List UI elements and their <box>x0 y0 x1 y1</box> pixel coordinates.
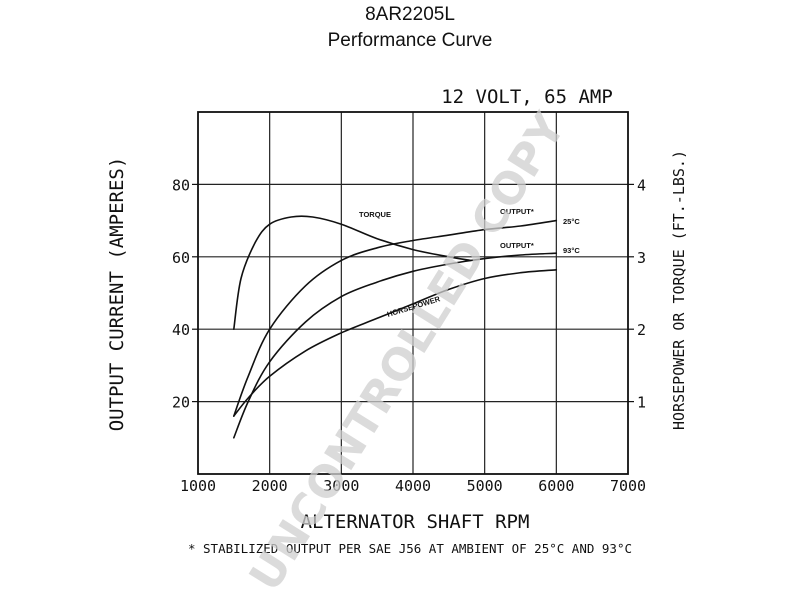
x-tick-label: 4000 <box>395 477 431 495</box>
x-tick-label: 1000 <box>180 477 216 495</box>
output-93-temp-label: 93°C <box>563 246 580 255</box>
output-93-label: OUTPUT* <box>500 241 534 250</box>
y-tick-label: 80 <box>172 176 190 194</box>
y-tick-label: 60 <box>172 249 190 267</box>
y2-tick-label: 3 <box>637 249 646 267</box>
x-tick-label: 6000 <box>538 477 574 495</box>
chart-title: 12 VOLT, 65 AMP <box>441 86 613 108</box>
output-93c-curve <box>233 252 558 439</box>
plot-frame <box>197 111 629 475</box>
curves <box>233 215 558 439</box>
x-axis-label: ALTERNATOR SHAFT RPM <box>301 511 530 533</box>
output-25c-curve <box>233 219 558 417</box>
y-tick-label: 40 <box>172 321 190 339</box>
output-25-label: OUTPUT* <box>500 207 534 216</box>
x-tick-label: 7000 <box>610 477 646 495</box>
footnote: * STABILIZED OUTPUT PER SAE J56 AT AMBIE… <box>188 541 632 556</box>
model-title: 8AR2205L <box>365 4 455 25</box>
y2-tick-label: 1 <box>637 394 646 412</box>
y2-tick-label: 2 <box>637 321 646 339</box>
x-tick-label: 2000 <box>252 477 288 495</box>
chart-subtitle: Performance Curve <box>328 30 493 51</box>
axis-ticks: 1000 2000 3000 4000 5000 6000 7000 20 40 60 80 1 2 3 4 <box>172 176 646 495</box>
torque-label: TORQUE <box>359 210 391 219</box>
x-tick-label: 5000 <box>467 477 503 495</box>
y2-tick-label: 4 <box>637 176 646 194</box>
grid <box>198 112 628 474</box>
torque-curve <box>233 215 472 330</box>
y-tick-label: 20 <box>172 394 190 412</box>
y-axis-label: OUTPUT CURRENT (AMPERES) <box>106 157 128 432</box>
output-25-temp-label: 25°C <box>563 217 580 226</box>
horsepower-curve <box>233 269 558 417</box>
x-tick-label: 3000 <box>323 477 359 495</box>
y2-axis-label: HORSEPOWER OR TORQUE (FT.-LBS.) <box>670 150 688 430</box>
